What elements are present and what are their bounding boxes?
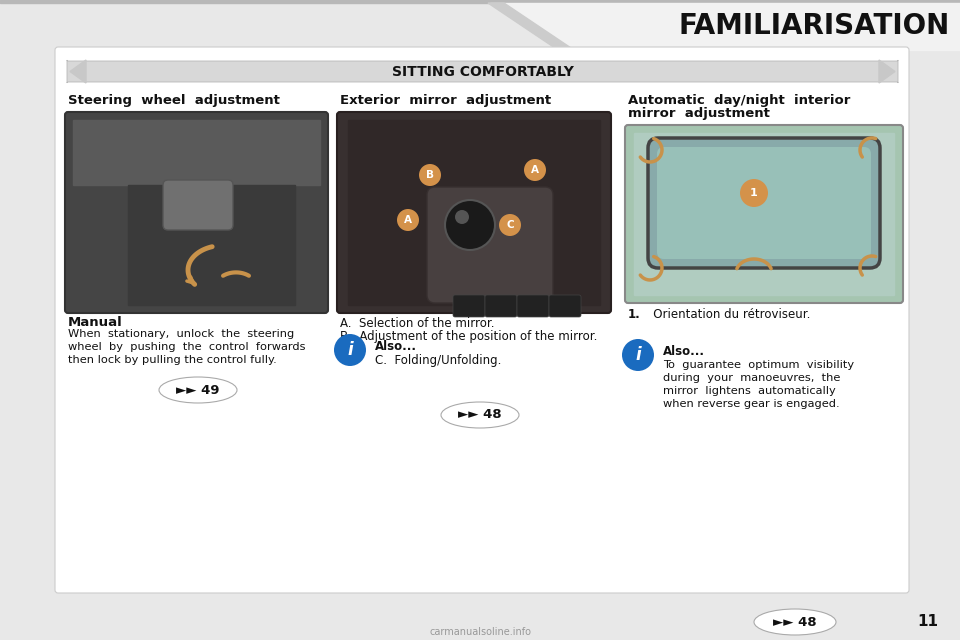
Text: when reverse gear is engaged.: when reverse gear is engaged. [663,399,840,409]
Text: When  stationary,  unlock  the  steering: When stationary, unlock the steering [68,329,295,339]
FancyBboxPatch shape [337,112,611,313]
Text: 1.: 1. [628,308,640,321]
Text: mirror  lightens  automatically: mirror lightens automatically [663,386,836,396]
Circle shape [455,210,469,224]
FancyBboxPatch shape [625,125,903,303]
Polygon shape [634,133,894,295]
Text: Steering  wheel  adjustment: Steering wheel adjustment [68,94,280,107]
Polygon shape [70,60,86,83]
Circle shape [740,179,768,207]
Polygon shape [128,185,295,305]
Text: C: C [506,220,514,230]
Ellipse shape [159,377,237,403]
Polygon shape [490,3,960,50]
Text: B: B [426,170,434,180]
Ellipse shape [754,609,836,635]
Text: To  guarantee  optimum  visibility: To guarantee optimum visibility [663,360,854,370]
Text: during  your  manoeuvres,  the: during your manoeuvres, the [663,373,840,383]
Text: carmanualsoline.info: carmanualsoline.info [429,627,531,637]
Text: ►► 48: ►► 48 [458,408,502,422]
FancyBboxPatch shape [549,295,581,317]
FancyBboxPatch shape [163,180,233,230]
Circle shape [622,339,654,371]
Polygon shape [488,3,574,50]
Text: wheel  by  pushing  the  control  forwards: wheel by pushing the control forwards [68,342,305,352]
Text: A.  Selection of the mirror.: A. Selection of the mirror. [340,317,494,330]
Polygon shape [348,120,600,305]
Circle shape [499,214,521,236]
Circle shape [334,334,366,366]
FancyBboxPatch shape [648,138,880,268]
FancyBboxPatch shape [65,112,328,313]
Text: 11: 11 [918,614,939,630]
FancyBboxPatch shape [657,147,871,259]
Text: then lock by pulling the control fully.: then lock by pulling the control fully. [68,355,276,365]
Text: Also...: Also... [663,345,705,358]
FancyBboxPatch shape [55,47,909,593]
Text: SITTING COMFORTABLY: SITTING COMFORTABLY [392,65,573,79]
Text: A: A [531,165,539,175]
Text: Exterior  mirror  adjustment: Exterior mirror adjustment [340,94,551,107]
Text: Also...: Also... [375,340,417,353]
Text: i: i [348,341,353,359]
Text: ►► 48: ►► 48 [773,616,817,628]
FancyBboxPatch shape [517,295,549,317]
Text: C.  Folding/Unfolding.: C. Folding/Unfolding. [375,354,501,367]
FancyBboxPatch shape [453,295,485,317]
Polygon shape [879,60,895,83]
Text: 1: 1 [750,188,757,198]
Ellipse shape [441,402,519,428]
Text: Manual: Manual [68,316,123,329]
Polygon shape [73,120,320,185]
Circle shape [419,164,441,186]
Text: Automatic  day/night  interior: Automatic day/night interior [628,94,851,107]
Text: B.  Adjustment of the position of the mirror.: B. Adjustment of the position of the mir… [340,330,597,343]
Circle shape [397,209,419,231]
Text: i: i [636,346,641,364]
Text: mirror  adjustment: mirror adjustment [628,107,770,120]
Circle shape [445,200,495,250]
Polygon shape [0,0,960,3]
Text: FAMILIARISATION: FAMILIARISATION [679,12,950,40]
FancyBboxPatch shape [427,187,553,303]
FancyBboxPatch shape [67,60,898,83]
Text: A: A [404,215,412,225]
Circle shape [524,159,546,181]
Text: ►► 49: ►► 49 [177,383,220,397]
Text: Orientation du rétroviseur.: Orientation du rétroviseur. [642,308,810,321]
FancyBboxPatch shape [485,295,517,317]
